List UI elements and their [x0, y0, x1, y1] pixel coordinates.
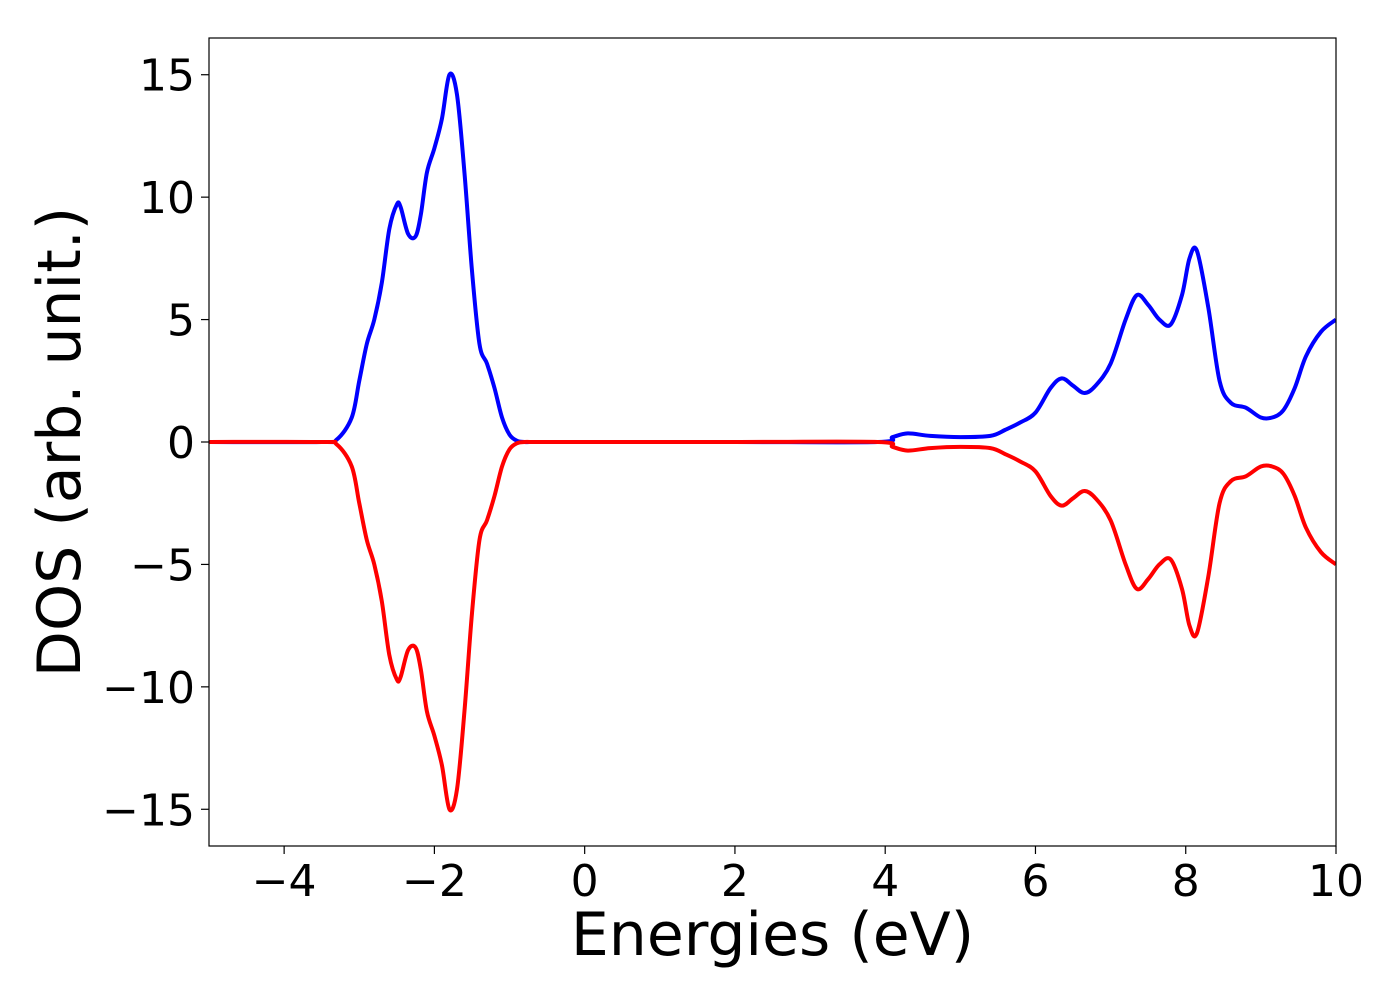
y-tick-label: −10 — [102, 663, 195, 714]
dos-line-red — [209, 439, 1336, 813]
y-tick-label: 0 — [167, 418, 195, 469]
x-tick-label: 2 — [721, 856, 749, 907]
x-axis-title: Energies (eV) — [571, 900, 974, 970]
dos-line-blue — [209, 71, 1336, 445]
y-axis: −15 −10 −5 0 5 10 15 — [102, 51, 209, 836]
y-tick-label: 15 — [139, 51, 195, 102]
x-tick-label: −4 — [252, 856, 317, 907]
y-tick-label: 10 — [139, 173, 195, 224]
y-axis-title: DOS (arb. unit.) — [25, 207, 95, 677]
y-tick-label: −15 — [102, 785, 195, 836]
x-tick-label: 8 — [1172, 856, 1200, 907]
x-tick-label: 6 — [1021, 856, 1049, 907]
x-tick-label: 0 — [571, 856, 599, 907]
x-tick-label: 4 — [871, 856, 899, 907]
x-tick-label: −2 — [402, 856, 467, 907]
x-tick-label: 10 — [1308, 856, 1364, 907]
y-tick-label: −5 — [130, 540, 195, 591]
series-layer — [209, 71, 1336, 813]
y-tick-label: 5 — [167, 296, 195, 347]
x-axis: −4 −2 0 2 4 6 8 10 — [252, 846, 1364, 907]
